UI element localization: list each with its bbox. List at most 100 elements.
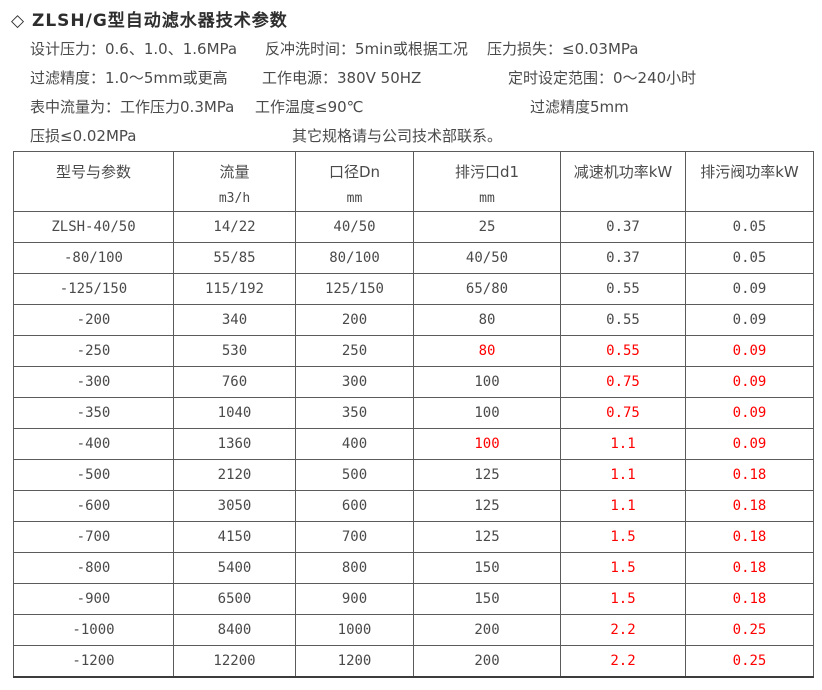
table-cell: -900 bbox=[13, 583, 174, 615]
table-cell: 0.05 bbox=[685, 242, 814, 274]
table-cell: -125/150 bbox=[13, 273, 174, 305]
specs-table: 型号与参数 流量 m3/h 口径Dn mm 排污口d1 mm 减速机功率kW 排污阀功率kW Z… bbox=[13, 151, 814, 678]
table-cell: 0.18 bbox=[685, 552, 814, 584]
table-body: ZLSH-40/50 14/22 40/50 25 0.37 0.05 -80/100 55/… bbox=[13, 211, 814, 678]
table-row: -600 3050 600 125 1.1 0.18 bbox=[13, 490, 814, 522]
table-row: -125/150 115/192 125/150 65/80 0.55 0.09 bbox=[13, 273, 814, 305]
table-cell: 700 bbox=[295, 521, 414, 553]
table-cell: 12200 bbox=[173, 645, 296, 678]
table-cell: 0.55 bbox=[560, 304, 686, 336]
table-row: -900 6500 900 150 1.5 0.18 bbox=[13, 583, 814, 615]
table-cell: 350 bbox=[295, 397, 414, 429]
table-cell: 1.1 bbox=[560, 490, 686, 522]
column-header: 流量 m3/h bbox=[173, 151, 296, 212]
table-cell: 4150 bbox=[173, 521, 296, 553]
table-cell: 3050 bbox=[173, 490, 296, 522]
table-cell: 0.18 bbox=[685, 583, 814, 615]
table-cell: 0.18 bbox=[685, 490, 814, 522]
spec-filter-precision: 过滤精度：1.0～5mm或更高 bbox=[30, 69, 228, 87]
table-cell: 125/150 bbox=[295, 273, 414, 305]
table-cell: 0.09 bbox=[685, 366, 814, 398]
table-cell: 125 bbox=[413, 521, 561, 553]
table-cell: 6500 bbox=[173, 583, 296, 615]
table-cell: 1200 bbox=[295, 645, 414, 678]
table-row: -250 530 250 80 0.55 0.09 bbox=[13, 335, 814, 367]
column-header: 型号与参数 bbox=[13, 151, 174, 212]
table-cell: 0.05 bbox=[685, 211, 814, 243]
table-cell: -250 bbox=[13, 335, 174, 367]
table-cell: 0.09 bbox=[685, 428, 814, 460]
table-cell: 1.1 bbox=[560, 459, 686, 491]
table-cell: 250 bbox=[295, 335, 414, 367]
table-cell: 40/50 bbox=[295, 211, 414, 243]
table-row: -1200 12200 1200 200 2.2 0.25 bbox=[13, 645, 814, 678]
table-cell: 100 bbox=[413, 428, 561, 460]
table-cell: 0.09 bbox=[685, 335, 814, 367]
table-cell: 65/80 bbox=[413, 273, 561, 305]
table-cell: 300 bbox=[295, 366, 414, 398]
spec-timer-range: 定时设定范围：0～240小时 bbox=[508, 69, 697, 87]
spec-pressure-loss: 压力损失：≤0.03MPa bbox=[487, 40, 639, 58]
spec-flow-basis: 表中流量为：工作压力0.3MPa bbox=[30, 98, 235, 116]
table-cell: 80/100 bbox=[295, 242, 414, 274]
table-cell: 900 bbox=[295, 583, 414, 615]
table-cell: 200 bbox=[413, 614, 561, 646]
table-cell: 0.25 bbox=[685, 614, 814, 646]
table-cell: 0.09 bbox=[685, 397, 814, 429]
table-cell: 600 bbox=[295, 490, 414, 522]
table-row: ZLSH-40/50 14/22 40/50 25 0.37 0.05 bbox=[13, 211, 814, 243]
table-row: -200 340 200 80 0.55 0.09 bbox=[13, 304, 814, 336]
table-cell: 0.55 bbox=[560, 273, 686, 305]
table-cell: -1200 bbox=[13, 645, 174, 678]
table-cell: 0.37 bbox=[560, 211, 686, 243]
spec-contact-note: 其它规格请与公司技术部联系。 bbox=[292, 127, 503, 145]
table-cell: 2.2 bbox=[560, 614, 686, 646]
table-row: -80/100 55/85 80/100 40/50 0.37 0.05 bbox=[13, 242, 814, 274]
table-row: -350 1040 350 100 0.75 0.09 bbox=[13, 397, 814, 429]
column-header: 排污口d1 mm bbox=[413, 151, 561, 212]
table-cell: 8400 bbox=[173, 614, 296, 646]
table-row: -400 1360 400 100 1.1 0.09 bbox=[13, 428, 814, 460]
table-cell: 0.18 bbox=[685, 459, 814, 491]
table-cell: -400 bbox=[13, 428, 174, 460]
column-header: 排污阀功率kW bbox=[685, 151, 814, 212]
table-cell: 500 bbox=[295, 459, 414, 491]
table-cell: -80/100 bbox=[13, 242, 174, 274]
spec-design-pressure: 设计压力：0.6、1.0、1.6MPa bbox=[30, 40, 238, 58]
table-cell: 1040 bbox=[173, 397, 296, 429]
table-cell: 55/85 bbox=[173, 242, 296, 274]
table-cell: -800 bbox=[13, 552, 174, 584]
table-cell: 760 bbox=[173, 366, 296, 398]
table-cell: 2.2 bbox=[560, 645, 686, 678]
table-cell: -300 bbox=[13, 366, 174, 398]
table-cell: 150 bbox=[413, 583, 561, 615]
table-cell: 400 bbox=[295, 428, 414, 460]
table-cell: ZLSH-40/50 bbox=[13, 211, 174, 243]
spec-working-temp: 工作温度≤90℃ bbox=[255, 98, 364, 116]
table-cell: 80 bbox=[413, 304, 561, 336]
table-cell: 0.09 bbox=[685, 273, 814, 305]
page-title: ◇ ZLSH/G型自动滤水器技术参数 bbox=[11, 11, 288, 31]
table-cell: 0.75 bbox=[560, 366, 686, 398]
table-cell: 0.37 bbox=[560, 242, 686, 274]
table-cell: 40/50 bbox=[413, 242, 561, 274]
table-cell: -1000 bbox=[13, 614, 174, 646]
table-row: -500 2120 500 125 1.1 0.18 bbox=[13, 459, 814, 491]
column-header: 口径Dn mm bbox=[295, 151, 414, 212]
table-cell: 115/192 bbox=[173, 273, 296, 305]
table-cell: 1.5 bbox=[560, 521, 686, 553]
table-cell: -600 bbox=[13, 490, 174, 522]
table-cell: 150 bbox=[413, 552, 561, 584]
table-cell: 0.55 bbox=[560, 335, 686, 367]
table-cell: 0.09 bbox=[685, 304, 814, 336]
table-cell: 100 bbox=[413, 397, 561, 429]
table-cell: 100 bbox=[413, 366, 561, 398]
table-row: -300 760 300 100 0.75 0.09 bbox=[13, 366, 814, 398]
table-cell: -350 bbox=[13, 397, 174, 429]
table-header-row: 型号与参数 流量 m3/h 口径Dn mm 排污口d1 mm 减速机功率kW 排污阀功率kW bbox=[13, 151, 814, 212]
table-cell: 1.5 bbox=[560, 583, 686, 615]
table-row: -700 4150 700 125 1.5 0.18 bbox=[13, 521, 814, 553]
table-cell: 1360 bbox=[173, 428, 296, 460]
table-cell: 0.18 bbox=[685, 521, 814, 553]
spec-power-supply: 工作电源：380V 50HZ bbox=[262, 69, 422, 87]
